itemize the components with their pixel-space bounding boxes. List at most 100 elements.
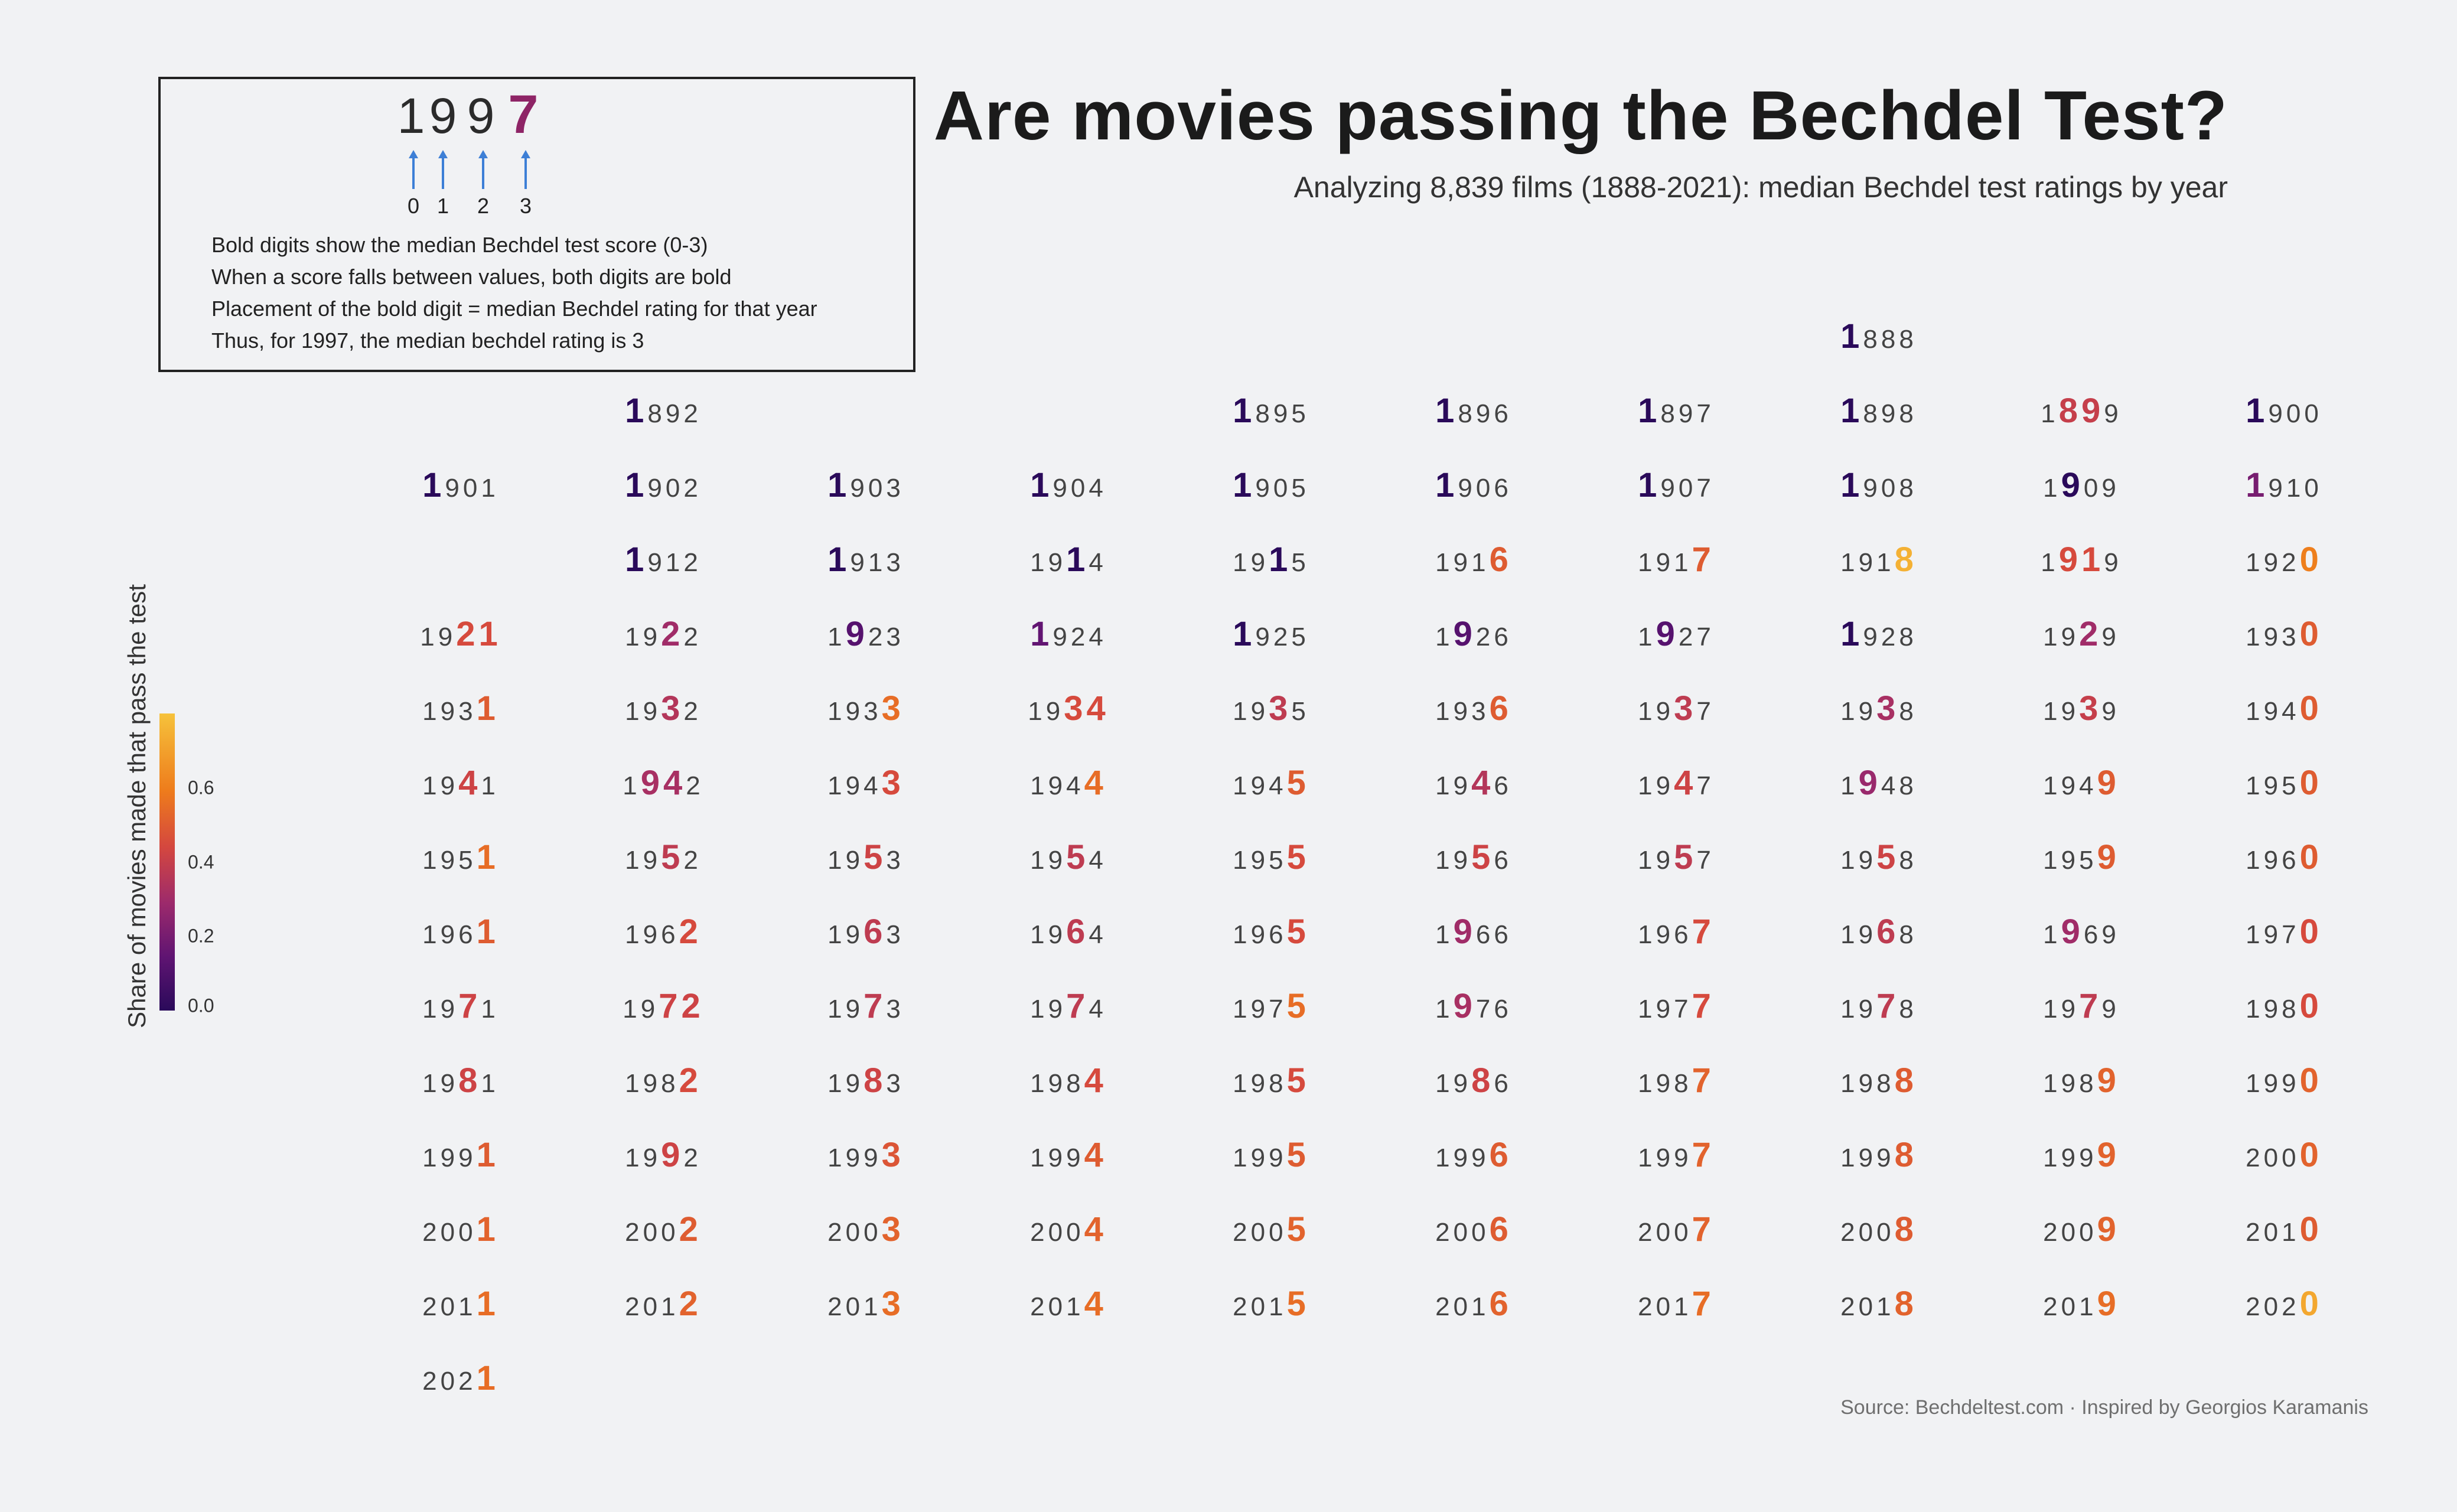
digit: 9 bbox=[1656, 1069, 1674, 1098]
bold-digit: 4 bbox=[1086, 689, 1109, 728]
digit: 9 bbox=[845, 1069, 864, 1098]
year-label: 2017 bbox=[1638, 1286, 1715, 1325]
year-label: 1966 bbox=[1435, 914, 1512, 953]
digit: 8 bbox=[1899, 399, 1917, 428]
digit: 0 bbox=[440, 1292, 459, 1321]
digit: 1 bbox=[2246, 920, 2264, 949]
bold-digit: 1 bbox=[1233, 466, 1256, 504]
digit: 9 bbox=[643, 697, 662, 726]
legend-digit: 1 bbox=[397, 88, 425, 144]
digit: 1 bbox=[420, 623, 438, 651]
digit: 4 bbox=[1089, 846, 1107, 875]
year-label: 1898 bbox=[1840, 393, 1917, 432]
digit: 2 bbox=[1475, 623, 1494, 651]
arrow-up-icon bbox=[409, 150, 418, 189]
digit: 0 bbox=[2282, 1143, 2300, 1172]
bold-digit: 1 bbox=[476, 1359, 499, 1397]
bold-digit: 7 bbox=[1692, 540, 1715, 579]
digit: 9 bbox=[2263, 1069, 2282, 1098]
digit: 2 bbox=[1638, 1218, 1656, 1247]
bold-digit: 0 bbox=[2299, 1136, 2322, 1174]
year-label: 1944 bbox=[1030, 765, 1107, 804]
digit: 9 bbox=[2263, 548, 2282, 577]
year-label: 1979 bbox=[2043, 989, 2120, 1027]
digit: 9 bbox=[1858, 920, 1877, 949]
digit: 8 bbox=[1899, 995, 1917, 1024]
bold-digit: 6 bbox=[1489, 689, 1512, 728]
digit: 9 bbox=[2263, 995, 2282, 1024]
year-label: 1995 bbox=[1233, 1138, 1309, 1176]
digit: 9 bbox=[1048, 1069, 1067, 1098]
year-label: 1982 bbox=[625, 1063, 702, 1102]
year-label: 1922 bbox=[625, 617, 702, 655]
digit: 6 bbox=[1494, 399, 1512, 428]
bold-digit: 3 bbox=[1064, 689, 1087, 728]
digit: 4 bbox=[1089, 920, 1107, 949]
year-label: 1929 bbox=[2043, 617, 2120, 655]
bold-digit: 5 bbox=[1471, 838, 1494, 876]
digit: 8 bbox=[1899, 697, 1917, 726]
year-label: 2002 bbox=[625, 1212, 702, 1250]
digit: 1 bbox=[2043, 920, 2061, 949]
digit: 9 bbox=[1863, 474, 1881, 503]
digit: 0 bbox=[1250, 1292, 1269, 1321]
bold-digit: 7 bbox=[1692, 1136, 1715, 1174]
digit: 1 bbox=[2043, 697, 2061, 726]
digit: 0 bbox=[1876, 1218, 1895, 1247]
year-label: 1940 bbox=[2246, 691, 2322, 729]
year-label: 1956 bbox=[1435, 840, 1512, 878]
digit: 3 bbox=[886, 1069, 904, 1098]
bold-digit: 0 bbox=[2299, 838, 2322, 876]
year-label: 1986 bbox=[1435, 1063, 1512, 1102]
digit: 9 bbox=[1656, 1143, 1674, 1172]
digit: 9 bbox=[643, 1143, 662, 1172]
bold-digit: 1 bbox=[827, 540, 850, 579]
digit: 0 bbox=[665, 474, 684, 503]
digit: 9 bbox=[2101, 474, 2120, 503]
digit: 9 bbox=[1048, 920, 1067, 949]
digit: 1 bbox=[2043, 1069, 2061, 1098]
year-label: 1990 bbox=[2246, 1063, 2322, 1102]
year-label: 1961 bbox=[422, 914, 499, 953]
digit: 1 bbox=[422, 846, 441, 875]
bold-digit: 1 bbox=[1638, 466, 1661, 504]
year-label: 2012 bbox=[625, 1286, 702, 1325]
digit: 0 bbox=[2263, 1143, 2282, 1172]
digit: 0 bbox=[2061, 1292, 2080, 1321]
digit: 1 bbox=[863, 1292, 882, 1321]
bold-digit: 9 bbox=[1656, 615, 1679, 653]
year-label: 1998 bbox=[1840, 1138, 1917, 1176]
digit: 2 bbox=[827, 1218, 846, 1247]
bold-digit: 4 bbox=[1674, 764, 1697, 802]
bold-digit: 1 bbox=[1840, 615, 1863, 653]
year-label: 1910 bbox=[2246, 468, 2322, 506]
year-label: 2009 bbox=[2043, 1212, 2120, 1250]
digit: 6 bbox=[1269, 920, 1287, 949]
year-label: 2007 bbox=[1638, 1212, 1715, 1250]
digit: 6 bbox=[1494, 995, 1512, 1024]
year-label: 1924 bbox=[1030, 617, 1107, 655]
year-label: 2020 bbox=[2246, 1286, 2322, 1325]
digit: 6 bbox=[1494, 474, 1512, 503]
digit: 9 bbox=[1656, 697, 1674, 726]
bold-digit: 5 bbox=[1286, 764, 1309, 802]
digit: 1 bbox=[661, 1292, 679, 1321]
bold-digit: 8 bbox=[458, 1061, 481, 1100]
digit: 1 bbox=[1840, 1069, 1859, 1098]
digit: 0 bbox=[643, 1292, 662, 1321]
year-label: 1928 bbox=[1840, 617, 1917, 655]
year-label: 1955 bbox=[1233, 840, 1309, 878]
year-label: 1918 bbox=[1840, 542, 1917, 581]
arrow-up-icon bbox=[438, 150, 448, 189]
legend-digit: 9 bbox=[467, 88, 495, 144]
year-label: 1950 bbox=[2246, 765, 2322, 804]
bold-digit: 4 bbox=[1084, 1210, 1107, 1249]
year-label: 2011 bbox=[422, 1286, 499, 1325]
year-label: 1888 bbox=[1840, 319, 1917, 357]
digit: 1 bbox=[422, 697, 441, 726]
digit: 7 bbox=[1696, 474, 1715, 503]
bold-digit: 4 bbox=[1471, 764, 1494, 802]
year-label: 1926 bbox=[1435, 617, 1512, 655]
legend-line: Thus, for 1997, the median bechdel ratin… bbox=[211, 328, 644, 353]
bold-digit: 7 bbox=[659, 987, 682, 1025]
